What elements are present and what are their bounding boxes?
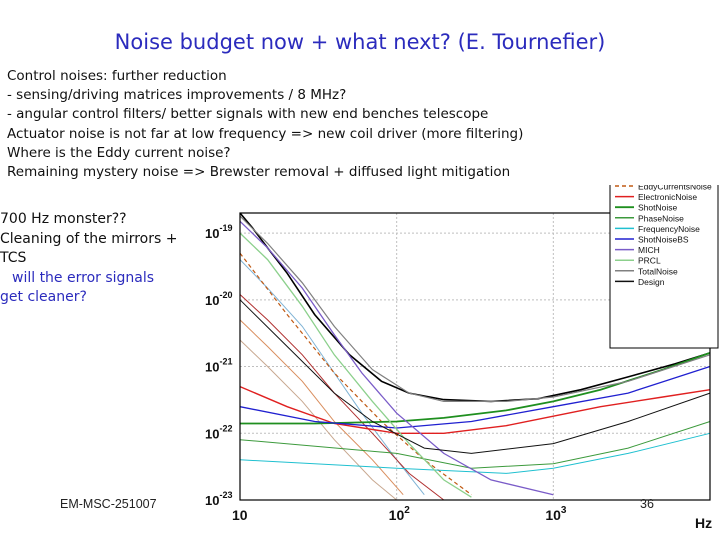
bullet-item-5: Where is the Eddy current noise? bbox=[7, 144, 231, 161]
legend-label-12: MICH bbox=[638, 245, 660, 255]
bullet-item-3: - angular control filters/ better signal… bbox=[7, 106, 489, 123]
series-layer bbox=[239, 212, 711, 501]
legend: sensitivityAngularNoiseActuatorNoiseArmA… bbox=[609, 185, 719, 349]
legend-label-11: ShotNoiseBS bbox=[638, 235, 689, 245]
side-note-5: get cleaner? bbox=[0, 289, 87, 305]
legend-label-9: PhaseNoise bbox=[638, 213, 684, 223]
x-axis-label: Hz bbox=[695, 515, 712, 531]
legend-label-14: TotalNoise bbox=[638, 266, 678, 276]
bullet-item-1: Control noises: further reduction bbox=[7, 68, 227, 84]
page-number: 36 bbox=[640, 497, 654, 511]
series-line-12 bbox=[239, 220, 554, 496]
series-line-10 bbox=[239, 432, 711, 474]
side-note-2: Cleaning of the mirrors + bbox=[0, 230, 178, 247]
series-line-6 bbox=[239, 252, 472, 496]
legend-label-13: PRCL bbox=[638, 256, 661, 266]
legend-label-7: ElectronicNoise bbox=[638, 192, 697, 202]
series-line-5 bbox=[239, 339, 398, 501]
side-note-3: TCS bbox=[0, 250, 27, 266]
side-note-4: will the error signals bbox=[12, 269, 155, 286]
plot-frame bbox=[239, 212, 711, 501]
series-line-4 bbox=[239, 319, 404, 496]
legend-box bbox=[609, 185, 719, 349]
series-line-11 bbox=[239, 365, 711, 429]
bullet-item-4: Actuator noise is not far at low frequen… bbox=[7, 125, 524, 142]
series-line-9 bbox=[239, 421, 711, 469]
series-line-13 bbox=[239, 232, 472, 498]
x-tick-label-1: 10 bbox=[232, 507, 248, 523]
footer-label: EM-MSC-251007 bbox=[60, 497, 157, 511]
bullet-item-2: - sensing/driving matrices improvements … bbox=[7, 87, 347, 104]
side-notes: 700 Hz monster?? Cleaning of the mirrors… bbox=[0, 210, 192, 308]
legend-label-10: FrequencyNoise bbox=[638, 224, 700, 234]
series-line-14 bbox=[239, 215, 711, 402]
side-note-1: 700 Hz monster?? bbox=[0, 211, 127, 227]
bullet-item-6: Remaining mystery noise => Brewster remo… bbox=[7, 164, 511, 181]
legend-label-8: ShotNoise bbox=[638, 203, 677, 213]
legend-label-6: EddyCurrentsNoise bbox=[638, 185, 712, 192]
series-line-15 bbox=[239, 299, 711, 454]
slide-title: Noise budget now + what next? (E. Tourne… bbox=[114, 30, 606, 54]
series-line-7 bbox=[239, 385, 711, 434]
legend-label-15: Design bbox=[638, 277, 665, 287]
bullet-list: Control noises: further reduction - sens… bbox=[7, 67, 607, 182]
